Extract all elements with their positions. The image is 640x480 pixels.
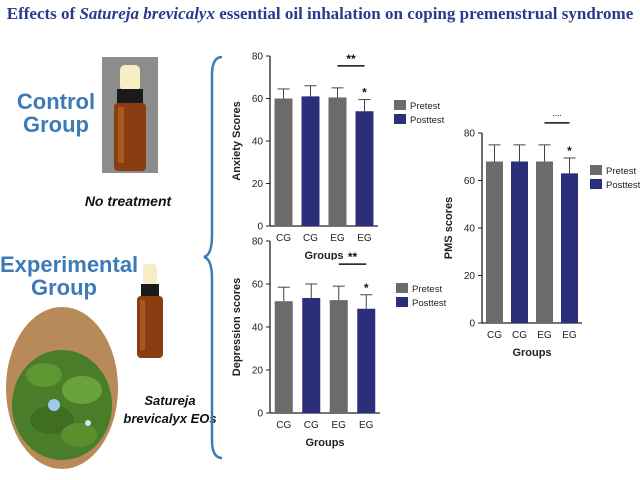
pms-bar [511, 161, 528, 323]
control-group-label: Control Group [16, 89, 96, 138]
depression-y-tick-label: 40 [252, 323, 264, 334]
anxiety-legend-swatch [394, 100, 406, 110]
pms-significance-star: * [567, 144, 572, 158]
pms-x-tick-label: EG [537, 330, 552, 341]
anxiety-legend-swatch [394, 114, 406, 124]
pms-x-tick-label: CG [512, 330, 527, 341]
anxiety-bar [328, 97, 347, 226]
grouping-brace [203, 55, 223, 460]
plant-photo-illustration [6, 307, 118, 469]
anxiety-x-tick-label: EG [330, 233, 345, 244]
anxiety-x-tick-label: EG [357, 233, 372, 244]
depression-legend-swatch [396, 297, 408, 307]
anxiety-x-axis-label: Groups [304, 250, 343, 260]
anxiety-x-tick-label: CG [303, 233, 318, 244]
depression-bar [302, 297, 321, 413]
depression-significance-bracket-label: ** [348, 250, 358, 264]
anxiety-y-tick-label: 60 [252, 94, 264, 105]
depression-x-tick-label: EG [359, 420, 374, 431]
depression-legend-label: Pretest [412, 284, 442, 295]
anxiety-y-tick-label: 0 [257, 222, 263, 233]
anxiety-bar [274, 98, 293, 226]
pms-bar [486, 161, 503, 323]
depression-legend-swatch [396, 283, 408, 293]
pms-legend-swatch [590, 179, 602, 189]
anxiety-bar [301, 96, 320, 226]
depression-bar [357, 308, 376, 413]
anxiety-x-tick-label: CG [276, 233, 291, 244]
pms-x-axis-label: Groups [512, 347, 551, 359]
anxiety-bar [355, 111, 374, 226]
pms-legend-swatch [590, 165, 602, 175]
depression-x-axis-label: Groups [305, 437, 344, 449]
pms-y-tick-label: 40 [464, 224, 476, 235]
depression-bar [274, 301, 293, 413]
depression-significance-star: * [364, 281, 369, 295]
pms-significance-bracket-label: ** [552, 115, 562, 123]
depression-legend-label: Posttest [412, 298, 447, 309]
pms-y-tick-label: 60 [464, 176, 476, 187]
pms-y-tick-label: 0 [469, 319, 475, 330]
anxiety-y-tick-label: 20 [252, 179, 264, 190]
pms-bar [561, 173, 578, 323]
control-caption: No treatment [84, 193, 172, 209]
depression-x-tick-label: CG [304, 420, 319, 431]
control-bottle-illustration [102, 57, 158, 173]
pms-y-axis-label: PMS scores [443, 197, 455, 259]
pms-legend-label: Posttest [606, 180, 640, 191]
pms-y-tick-label: 20 [464, 271, 476, 282]
pms-x-tick-label: CG [487, 330, 502, 341]
depression-y-tick-label: 80 [252, 237, 264, 248]
experimental-bottle-illustration [137, 264, 163, 358]
depression-y-axis-label: Depression scores [231, 278, 243, 376]
depression-y-tick-label: 20 [252, 366, 264, 377]
depression-x-tick-label: CG [276, 420, 291, 431]
anxiety-significance-bracket-label: ** [346, 52, 356, 66]
depression-y-tick-label: 0 [257, 409, 263, 420]
page-title: Effects of Satureja brevicalyx essential… [6, 4, 634, 23]
anxiety-y-tick-label: 80 [252, 52, 264, 63]
pms-legend-label: Pretest [606, 166, 636, 177]
anxiety-y-tick-label: 40 [252, 137, 264, 148]
pms-x-tick-label: EG [562, 330, 577, 341]
anxiety-legend-label: Posttest [410, 115, 445, 126]
depression-y-tick-label: 60 [252, 280, 264, 291]
depression-x-tick-label: EG [332, 420, 347, 431]
experimental-group-label: Experimental Group [0, 252, 139, 301]
experimental-caption: Satureja brevicalyx EOs [123, 393, 217, 426]
anxiety-significance-star: * [362, 86, 367, 100]
depression-bar [329, 300, 348, 413]
anxiety-y-axis-label: Anxiety Scores [231, 101, 243, 180]
pms-y-tick-label: 80 [464, 129, 476, 140]
pms-bar [536, 161, 553, 323]
anxiety-legend-label: Pretest [410, 101, 440, 112]
